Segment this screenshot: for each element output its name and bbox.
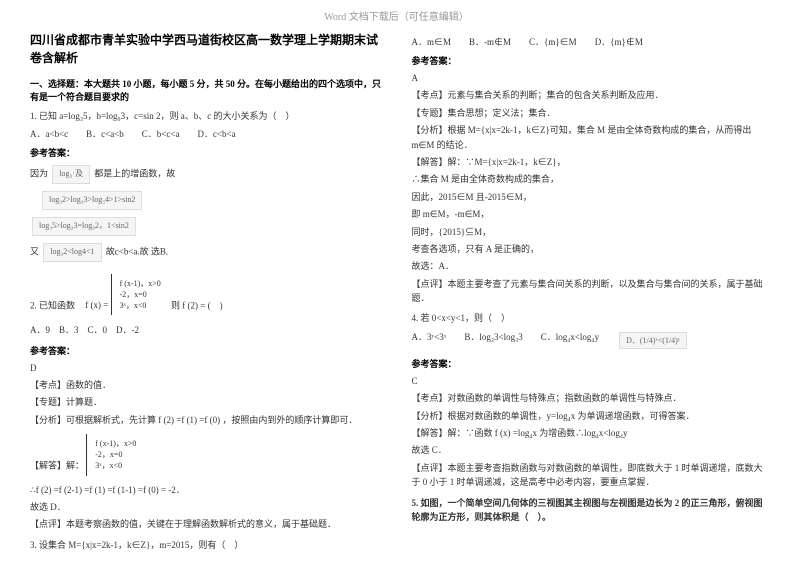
piecewise-icon: f (x-1)，x>0 -2，x=0 3ˣ，x<0 (111, 274, 169, 316)
q3-jieda6: 考查各选项，只有 A 是正确的， (412, 242, 764, 256)
formula-icon: D．(1/4)ˣ<(1/4)ʸ (619, 332, 687, 349)
piecewise-icon: f (x-1)，x>0 -2，x=0 3ˣ，x<0 (86, 434, 144, 476)
q3-jieda4: 即 m∈M，-m∈M， (412, 207, 764, 221)
exam-title: 四川省成都市青羊实验中学西马道街校区高一数学理上学期期末试卷含解析 (30, 31, 382, 67)
q3-fenxi: 【分析】根据 M={x|x=2k-1，k∈Z}可知，集合 M 是由全体奇数构成的… (412, 123, 764, 152)
q3-kaodian: 【考点】元素与集合关系的判断；集合的包含关系判断及应用． (412, 88, 764, 102)
q2-conclusion: 故选 D． (30, 500, 382, 514)
q3-answer-label: 参考答案： (412, 54, 764, 67)
q1-opt-d: D．c<b<a (197, 127, 235, 140)
q1-line2: 又 log₃2<log4<1 故c<b<a.故 选B. (30, 241, 382, 264)
q3-opt-a: A．m∈M (412, 35, 452, 48)
q3-jieda5: 同时，{2015}⊆M， (412, 225, 764, 239)
q3-opt-d: D．{m}∉M (595, 35, 643, 48)
q4-conclusion: 故选 C． (412, 443, 764, 457)
q4-opt-a: A．3ʸ<3ˣ (412, 330, 447, 351)
q1-line1: 因为 log₃·及 都是上的增函数，故 (30, 163, 382, 186)
q3-opt-b: B．-m∉M (469, 35, 511, 48)
q4-fenxi: 【分析】根据对数函数的单调性，y=log₄x 为单调递增函数，可得答案． (412, 409, 764, 423)
q2-options: A．9 B．3 C．0 D．-2 (30, 323, 382, 337)
q3-text: 3. 设集合 M={x|x=2k-1，k∈Z}，m=2015，则有（ ） (30, 538, 382, 552)
q1-opt-c: C．b<c<a (142, 127, 180, 140)
formula-icon: log₃·及 (52, 165, 90, 184)
left-column: 四川省成都市青羊实验中学西马道街校区高一数学理上学期期末试卷含解析 一、选择题：… (30, 31, 382, 556)
q1-formula1: log₃2>log₃3>log₃4>1>sin2 (30, 189, 382, 212)
q3-zhuanti: 【专题】集合思想；定义法；集合． (412, 106, 764, 120)
section1-header: 一、选择题：本大题共 10 小题，每小题 5 分，共 50 分。在每小题给出的四… (30, 77, 382, 103)
q2-dianping: 【点评】本题考察函数的值，关键在于理解函数解析式的意义，属于基础题． (30, 517, 382, 531)
page-container: 四川省成都市青羊实验中学西马道街校区高一数学理上学期期末试卷含解析 一、选择题：… (0, 31, 793, 556)
q3-jieda2: ∴集合 M 是由全体奇数构成的集合， (412, 172, 764, 186)
q1-formula2-row: log₃5>log₃3=log₉2，1<sin2 (30, 215, 382, 238)
q2-text: 2. 已知函数 f (x) = f (x-1)，x>0 -2，x=0 3ˣ，x<… (30, 270, 382, 320)
q4-answer: C (412, 374, 764, 388)
q4-answer-label: 参考答案： (412, 357, 764, 370)
q3-jieda3: 因此，2015∈M 且-2015∈M， (412, 190, 764, 204)
q2-jieda: 【解答】解： f (x-1)，x>0 -2，x=0 3ˣ，x<0 (30, 430, 382, 480)
q4-opt-b: B．log₃3<log₃3 (464, 330, 522, 351)
q3-answer: A (412, 71, 764, 85)
q3-jieda1: 【解答】解：∵M={x|x=2k-1，k∈Z}， (412, 155, 764, 169)
q4-text: 4. 若 0<x<y<1，则（ ） (412, 311, 764, 325)
q1-opt-b: B．c<a<b (86, 127, 124, 140)
q2-zhuanti: 【专题】计算题． (30, 395, 382, 409)
q1-options: A．a<b<c B．c<a<b C．b<c<a D．c<b<a (30, 127, 382, 140)
q1-answer-label: 参考答案： (30, 146, 382, 159)
q1-text: 1. 已知 a=log₃5，b=log₉3，c=sin 2，则 a、b、c 的大… (30, 109, 382, 123)
q3-dianping: 【点评】本题主要考查了元素与集合间关系的判断，以及集合与集合间的关系，属于基础题… (412, 277, 764, 306)
q3-jieda7: 故选：A． (412, 259, 764, 273)
q4-opt-d: D．(1/4)ˣ<(1/4)ʸ (617, 330, 689, 351)
q3-options: A．m∈M B．-m∉M C．{m}∈M D．{m}∉M (412, 35, 764, 48)
formula-icon: log₃2<log4<1 (43, 243, 101, 262)
q4-dianping: 【点评】本题主要考查指数函数与对数函数的单调性，即底数大于 1 时单调递增，底数… (412, 461, 764, 490)
q3-opt-c: C．{m}∈M (529, 35, 577, 48)
q1-opt-a: A．a<b<c (30, 127, 68, 140)
watermark-header: Word 文档下载后（可任意编辑） (0, 0, 793, 31)
formula-icon: log₃5>log₃3=log₉2，1<sin2 (32, 217, 136, 236)
q4-jieda: 【解答】解：∵函数 f (x) =log₄x 为增函数∴log₄x<log₄y (412, 426, 764, 440)
q2-fenxi: 【分析】可根据解析式，先计算 f (2) =f (1) =f (0) ，按照由内… (30, 413, 382, 427)
q5-text: 5. 如图，一个简单空间几何体的三视图其主视图与左视图是边长为 2 的正三角形，… (412, 496, 764, 525)
q2-calc: ∴f (2) =f (2-1) =f (1) =f (1-1) =f (0) =… (30, 483, 382, 497)
formula-icon: log₃2>log₃3>log₃4>1>sin2 (42, 191, 142, 210)
q4-options: A．3ʸ<3ˣ B．log₃3<log₃3 C．log₄x<log₄y D．(1… (412, 330, 764, 351)
q2-answer-label: 参考答案： (30, 344, 382, 357)
q2-answer: D (30, 361, 382, 375)
right-column: A．m∈M B．-m∉M C．{m}∈M D．{m}∉M 参考答案： A 【考点… (412, 31, 764, 556)
q2-kaodian: 【考点】函数的值． (30, 378, 382, 392)
q4-kaodian: 【考点】对数函数的单调性与特殊点；指数函数的单调性与特殊点． (412, 391, 764, 405)
q4-opt-c: C．log₄x<log₄y (541, 330, 599, 351)
